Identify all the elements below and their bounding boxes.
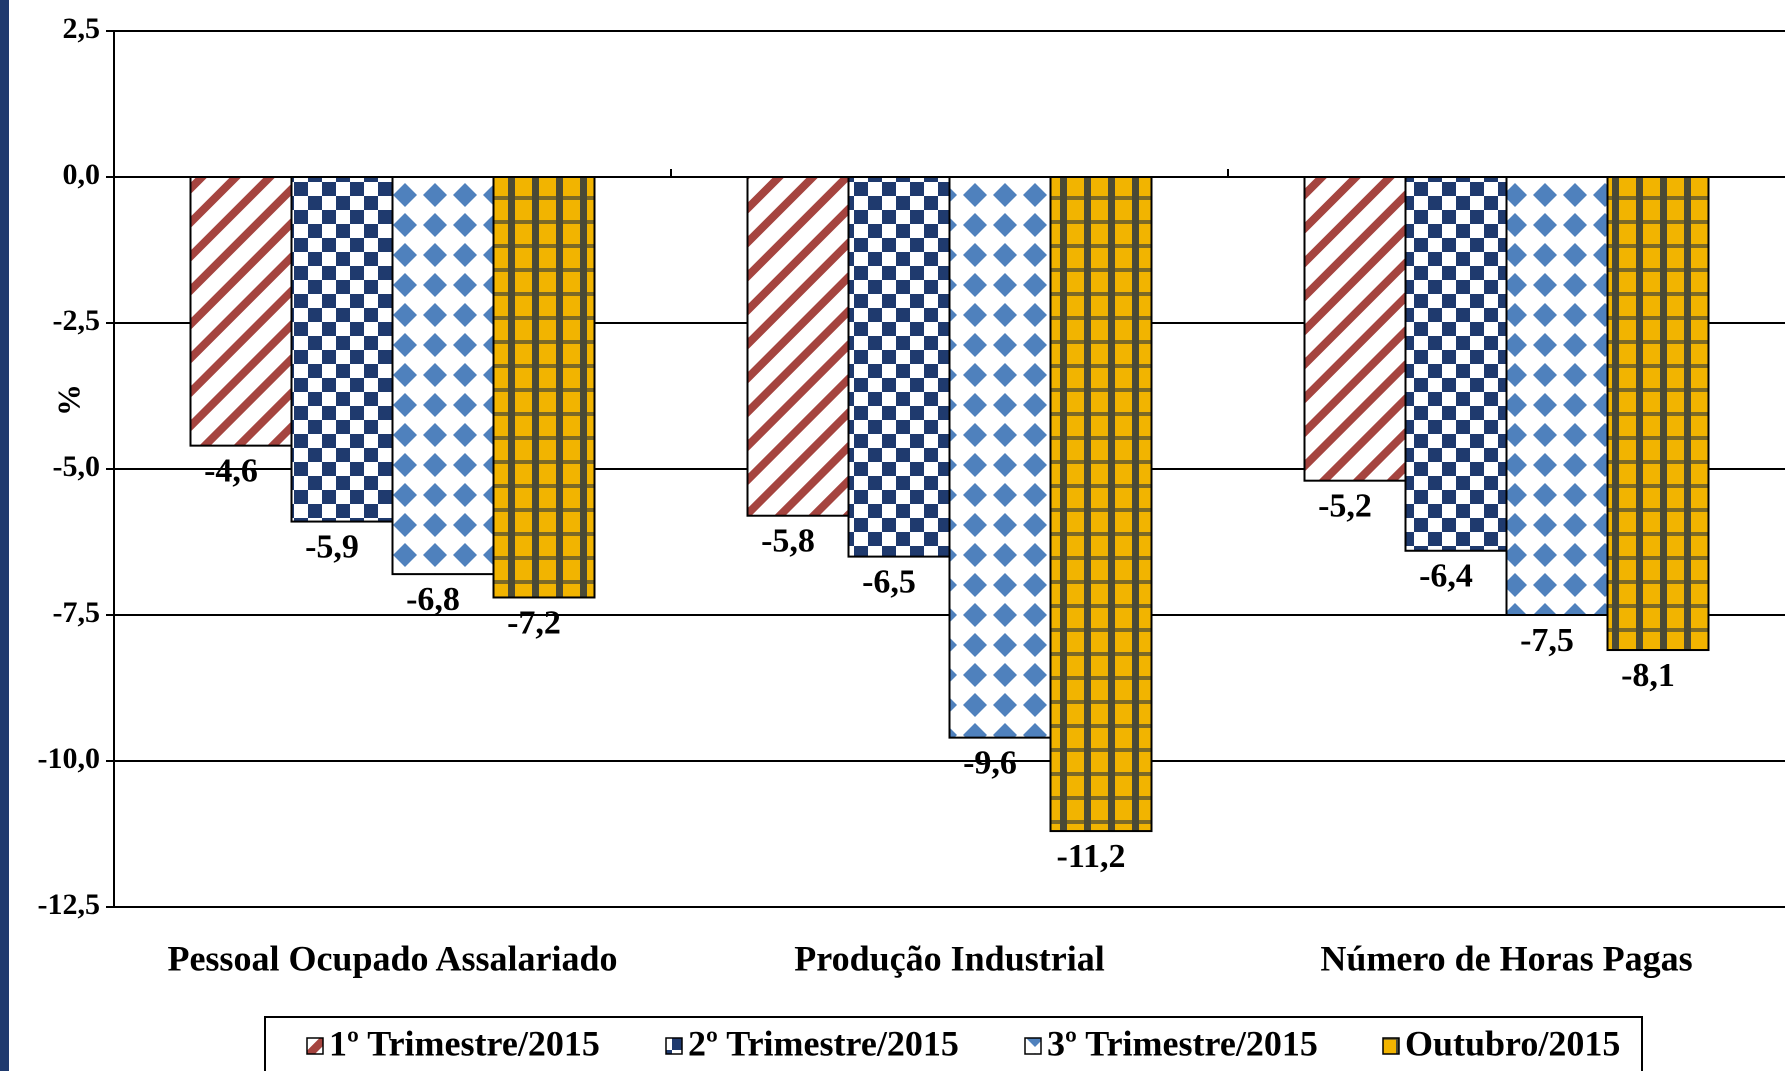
bar [189,176,293,447]
value-label: -7,2 [507,604,561,641]
value-label: -11,2 [1057,838,1126,875]
legend-marker [306,1037,324,1055]
value-label: -6,8 [406,581,460,618]
y-tick-label: -2,5 [53,304,101,337]
bar [1505,176,1609,616]
value-label: -7,5 [1520,622,1574,659]
legend-label: 2º Trimestre/2015 [688,1023,959,1063]
y-tick-label: -5,0 [53,450,101,483]
value-label: -4,6 [204,452,258,489]
bar [1049,176,1153,833]
legend-label: 1º Trimestre/2015 [329,1023,600,1063]
y-axis-label: % [50,384,86,416]
legend-marker [665,1037,683,1055]
x-tick-label: Pessoal Ocupado Assalariado [167,938,617,978]
value-label: -6,5 [862,563,916,600]
x-tick-label: Produção Industrial [794,938,1104,978]
bar [1404,176,1508,552]
bar [847,176,951,558]
value-label: -6,4 [1419,558,1473,595]
bar [746,176,850,517]
bar [492,176,596,599]
y-tick-label: -12,5 [38,888,101,921]
legend-label: Outubro/2015 [1405,1023,1620,1063]
bar [1606,176,1710,652]
value-label: -5,9 [305,528,359,565]
value-label: -5,2 [1318,487,1372,524]
y-tick-label: 2,5 [63,12,101,45]
legend-label: 3º Trimestre/2015 [1047,1023,1318,1063]
legend-marker [1024,1037,1042,1055]
legend-box [264,1016,1643,1071]
bar [391,176,495,576]
x-tick-label: Número de Horas Pagas [1320,938,1692,978]
y-tick-label: -10,0 [38,742,101,775]
left-border [0,0,9,1071]
legend-marker [1382,1037,1400,1055]
bar [1303,176,1407,482]
bar [290,176,394,523]
value-label: -9,6 [963,744,1017,781]
value-label: -5,8 [761,523,815,560]
value-label: -8,1 [1621,657,1675,694]
bar [948,176,1052,739]
y-tick-label: 0,0 [63,158,101,191]
y-tick-label: -7,5 [53,596,101,629]
